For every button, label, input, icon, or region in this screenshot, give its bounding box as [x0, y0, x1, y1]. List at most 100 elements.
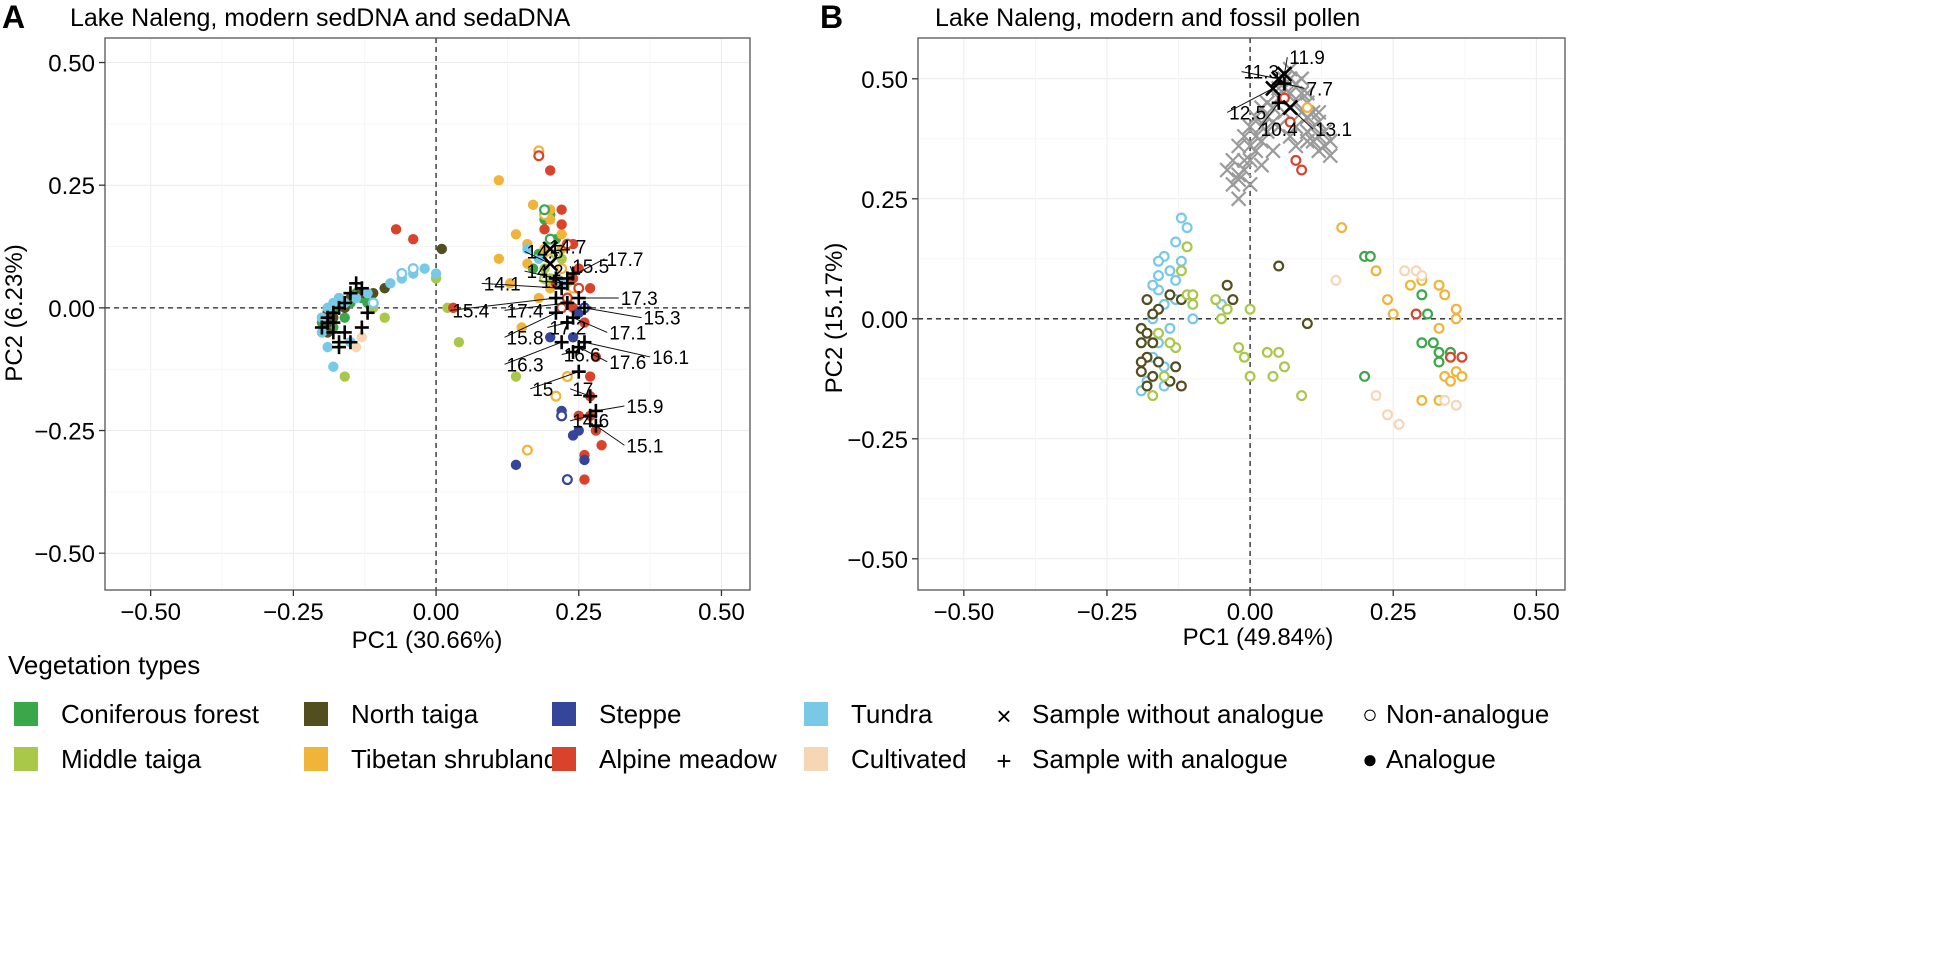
fossil-age-label: 17.3	[621, 289, 658, 310]
fossil-sample-gray-x	[1311, 143, 1327, 159]
modern-site-analogue-tibetan	[556, 229, 567, 240]
fossil-sample-gray-x-stroke	[1299, 133, 1316, 149]
fossil-label-leader	[567, 258, 605, 279]
modern-site-nonanalogue-middle	[1152, 327, 1164, 339]
modern-site-nonanalogue-tibetan	[1404, 279, 1416, 291]
modern-site-nonanalogue-alpine	[556, 302, 568, 314]
modern-site-nonanalogue-coniferous	[1422, 308, 1434, 320]
fossil-sample-gray-x-stroke	[1299, 85, 1316, 101]
fossil-age-label: 14.5	[527, 242, 564, 263]
fossil-sample-gray-x-stroke	[1230, 138, 1247, 154]
modern-site-analogue-middle	[379, 312, 390, 323]
modern-site-analogue-middle	[339, 371, 350, 382]
legend-cross-icon: ×	[996, 701, 1011, 731]
fossil-sample-marker	[1282, 99, 1299, 116]
modern-site-analogue-steppe	[545, 332, 556, 343]
modern-site-nonanalogue-tundra	[1152, 270, 1164, 282]
fossil-sample-gray-x-stroke	[1242, 176, 1258, 193]
fossil-sample-gray-x-stroke	[1305, 104, 1321, 121]
modern-site-nonanalogue-middle	[1175, 265, 1187, 277]
modern-site-nonanalogue-tibetan	[1456, 370, 1468, 382]
fossil-sample-gray-x-stroke	[1288, 119, 1304, 135]
fossil-age-label: 15.9	[626, 397, 663, 418]
modern-site-nonanalogue-cultivated	[1393, 418, 1405, 430]
fossil-sample-marker-stroke	[1270, 70, 1287, 87]
fossil-sample-gray-x	[1299, 133, 1316, 149]
modern-site-analogue-alpine	[579, 474, 590, 485]
fossil-age-label: 13.1	[1315, 120, 1352, 141]
fossil-sample-gray-x	[1265, 143, 1281, 159]
fossil-sample-gray-x	[1253, 157, 1270, 173]
fossil-sample-marker-stroke	[1282, 99, 1299, 116]
legend-label-middle: Middle taiga	[61, 744, 202, 774]
legend-swatch-cultivated	[804, 747, 828, 771]
fossil-sample-gray-x-stroke	[1311, 104, 1327, 121]
modern-site-nonanalogue-tundra	[1164, 322, 1176, 334]
fossil-sample-gray-x	[1293, 71, 1310, 87]
modern-site-analogue-steppe	[510, 459, 522, 471]
modern-site-nonanalogue-alpine	[1410, 308, 1422, 320]
x-tick-label: −0.50	[120, 599, 181, 626]
modern-site-nonanalogue-alpine	[533, 150, 545, 162]
fossil-sample-marker	[548, 305, 563, 320]
fossil-sample-gray-x-stroke	[1230, 191, 1247, 207]
modern-site-analogue-alpine	[390, 224, 402, 235]
fossil-age-label: 16.1	[652, 348, 689, 369]
modern-site-nonanalogue-north	[1141, 380, 1153, 392]
modern-site-nonanalogue-tibetan	[556, 263, 568, 275]
fossil-label-leader	[1241, 71, 1279, 80]
fossil-age-label: 17.7	[606, 250, 643, 271]
fossil-sample-marker	[360, 305, 375, 320]
modern-site-analogue-tibetan	[505, 278, 516, 289]
fossil-sample-gray-x-stroke	[1282, 128, 1298, 145]
modern-site-nonanalogue-tibetan	[1450, 303, 1462, 315]
fossil-age-label: 15.4	[452, 301, 489, 322]
y-tick-label: 0.25	[861, 187, 908, 214]
modern-site-nonanalogue-tundra	[1147, 279, 1159, 291]
modern-site-nonanalogue-tundra	[1175, 255, 1187, 267]
modern-site-nonanalogue-north	[1164, 289, 1176, 301]
modern-site-nonanalogue-coniferous	[1433, 346, 1445, 358]
modern-site-analogue-middle	[453, 337, 465, 348]
fossil-sample-gray-x-stroke	[1236, 128, 1253, 145]
modern-site-nonanalogue-tibetan	[550, 390, 562, 402]
fossil-sample-gray-x-stroke	[1316, 123, 1333, 140]
modern-site-nonanalogue-coniferous	[1416, 337, 1428, 349]
x-tick-label: 0.50	[698, 599, 745, 626]
fossil-sample-gray-x-stroke	[1311, 143, 1327, 159]
modern-site-nonanalogue-north	[1147, 337, 1159, 349]
fossil-sample-marker	[577, 300, 592, 315]
modern-site-nonanalogue-cultivated	[1416, 270, 1428, 282]
modern-site-nonanalogue-north	[1135, 366, 1147, 378]
fossil-sample-gray-x-stroke	[1253, 157, 1270, 173]
fossil-age-label: 16.6	[564, 345, 601, 366]
modern-site-nonanalogue-middle	[1210, 294, 1222, 306]
fossil-sample-marker	[588, 418, 603, 433]
modern-site-analogue-alpine	[539, 224, 550, 235]
legend-swatch-north	[304, 702, 328, 726]
legend-swatch-coniferous	[14, 702, 38, 726]
fossil-age-label: 15	[532, 380, 553, 401]
y-tick-label: 0.00	[48, 296, 95, 323]
fossil-sample-gray-x-stroke	[1259, 123, 1276, 140]
modern-site-nonanalogue-middle	[1238, 351, 1250, 363]
fossil-sample-gray-x-stroke	[1305, 133, 1321, 149]
fossil-sample-gray-x	[1242, 176, 1258, 193]
modern-site-nonanalogue-middle	[1187, 289, 1199, 301]
modern-site-analogue-tibetan	[522, 258, 533, 269]
fossil-sample-marker	[571, 364, 586, 379]
modern-site-nonanalogue-coniferous	[1364, 250, 1376, 262]
fossil-sample-gray-x	[1299, 85, 1316, 101]
y-tick-label: −0.25	[847, 427, 908, 454]
modern-site-nonanalogue-north	[1227, 294, 1239, 306]
fossil-label-leader	[450, 297, 556, 311]
modern-site-nonanalogue-tibetan	[1416, 394, 1428, 406]
fossil-age-label: 10.4	[1261, 120, 1298, 141]
modern-site-nonanalogue-cultivated	[1439, 394, 1451, 406]
fossil-sample-gray-x	[1248, 143, 1264, 159]
modern-site-analogue-alpine	[545, 165, 556, 176]
modern-site-nonanalogue-middle	[1273, 346, 1285, 358]
modern-site-nonanalogue-coniferous	[544, 233, 556, 245]
fossil-sample-gray-x-stroke	[1322, 147, 1339, 164]
modern-site-analogue-tibetan	[527, 199, 539, 211]
